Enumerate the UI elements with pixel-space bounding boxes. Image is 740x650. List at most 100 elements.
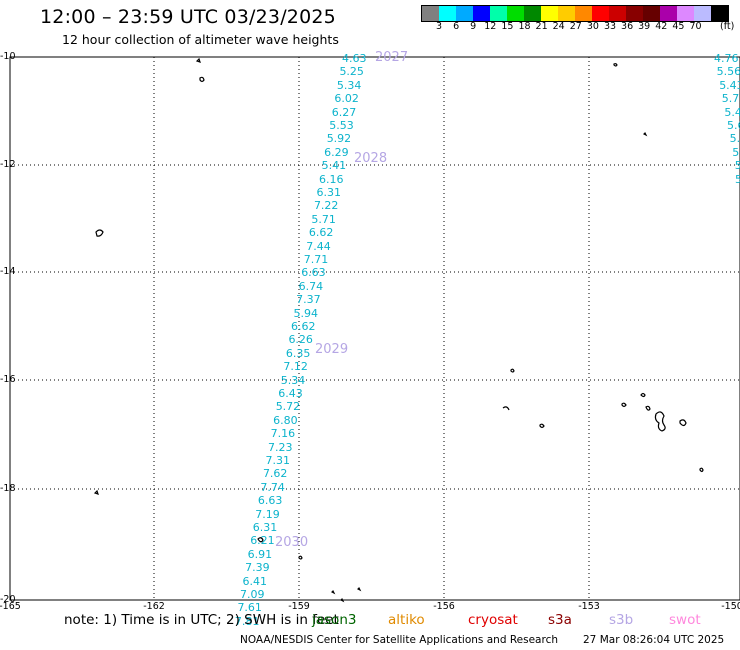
legend-swatch <box>541 6 558 21</box>
swh-value: 4.76 <box>714 52 739 65</box>
cycle-label: 2027 <box>375 50 409 65</box>
swh-value: 5.34 <box>336 78 362 92</box>
swh-value: 5.25 <box>339 65 364 79</box>
satellite-cryosat: cryosat <box>468 612 518 628</box>
island-outlines <box>93 57 704 603</box>
swh-value: 7.19 <box>255 507 280 521</box>
legend-swatch <box>592 6 609 21</box>
swh-value: 5.4 <box>724 105 740 119</box>
legend-label: 36 <box>621 21 634 32</box>
swh-value: 5.34 <box>280 373 306 387</box>
longitude-label: -150 <box>721 601 740 612</box>
cycle-label: 2029 <box>315 342 349 357</box>
swh-value: 5 <box>734 159 740 173</box>
latitude-label: -16 <box>0 374 16 385</box>
plot-frame <box>9 56 740 601</box>
legend-label: 27 <box>569 21 582 32</box>
swh-value: 7.23 <box>268 440 293 454</box>
island-outline <box>613 63 618 67</box>
legend-swatch <box>490 6 507 21</box>
legend-label: 9 <box>470 21 477 32</box>
credit-line: NOAA/NESDIS Center for Satellite Applica… <box>240 634 558 646</box>
swh-value: 6.29 <box>324 145 349 159</box>
legend-label: 15 <box>501 21 514 32</box>
swh-value: 6.31 <box>316 186 342 199</box>
legend-swatch <box>558 6 575 21</box>
legend-label: 70 <box>689 21 702 32</box>
island-outline <box>195 57 201 63</box>
satellite-altiko: altiko <box>388 612 425 628</box>
legend-swatch <box>609 6 626 21</box>
swh-value: 7.74 <box>260 480 285 494</box>
swh-value: 6.31 <box>252 521 278 534</box>
island-outline <box>654 411 666 432</box>
island-outline <box>330 589 336 595</box>
swh-value: 7.39 <box>245 561 270 575</box>
island-outline <box>298 555 303 560</box>
island-outline <box>679 419 687 427</box>
longitude-label: -159 <box>288 601 310 612</box>
legend-swatch <box>626 6 643 21</box>
swh-value: 6.74 <box>298 279 324 293</box>
swh-value: 6.26 <box>288 333 313 347</box>
swh-value: 4.63 <box>342 52 367 65</box>
page-subtitle: 12 hour collection of altimeter wave hei… <box>62 32 339 47</box>
latitude-label: -12 <box>0 159 16 170</box>
island-outline <box>257 537 264 543</box>
swh-value: 7.31 <box>265 454 291 467</box>
generation-timestamp: 27 Mar 08:26:04 UTC 2025 <box>583 634 725 646</box>
swh-value: 6.35 <box>285 346 311 360</box>
swh-value: 5.94 <box>293 306 319 320</box>
swh-value: 5.43 <box>719 78 740 92</box>
swh-value: 5. <box>729 132 740 146</box>
legend-label: 33 <box>603 21 617 32</box>
swh-value: 7.37 <box>296 293 321 307</box>
swh-value: 5.7 <box>721 92 740 106</box>
color-legend <box>421 5 729 22</box>
swh-value: 6.80 <box>273 413 298 427</box>
satellite-swot: swot <box>669 612 701 628</box>
footer-note: note: 1) Time is in UTC; 2) SWH is in fe… <box>64 612 339 628</box>
island-outline <box>621 402 627 408</box>
legend-label: 21 <box>535 21 548 32</box>
satellite-s3b: s3b <box>609 612 634 628</box>
satellite-s3a: s3a <box>548 612 572 628</box>
legend-label: 24 <box>552 21 565 32</box>
longitude-label: -165 <box>0 601 21 612</box>
cycle-label: 2028 <box>354 151 388 166</box>
longitude-label: -162 <box>143 601 165 612</box>
legend-unit: (ft) <box>720 21 735 32</box>
swh-value: 6.43 <box>278 387 303 400</box>
swh-value: 6.27 <box>331 105 357 119</box>
latitude-label: -10 <box>0 51 16 62</box>
legend-label: 18 <box>518 21 531 32</box>
island-outline <box>93 489 99 495</box>
swh-value: 7.61 <box>237 601 262 615</box>
legend-swatch <box>660 6 677 21</box>
island-outline <box>645 405 651 411</box>
cycle-label: 2030 <box>275 535 309 550</box>
swh-value: 7.22 <box>313 199 339 213</box>
longitude-label: -156 <box>433 601 455 612</box>
legend-swatch <box>677 6 694 21</box>
grid-lines <box>10 57 740 600</box>
swh-value: 7.44 <box>306 239 331 253</box>
legend-label: 45 <box>672 21 685 32</box>
legend-swatch <box>422 6 439 21</box>
swh-value: 6.16 <box>319 172 344 186</box>
swh-value: 5.53 <box>329 119 354 132</box>
island-outline <box>356 586 362 592</box>
swh-value: 6.02 <box>334 92 359 106</box>
legend-label: 12 <box>484 21 497 32</box>
latitude-label: -20 <box>0 594 16 605</box>
legend-label: 42 <box>655 21 668 32</box>
swh-value: 5.56 <box>716 65 740 79</box>
latitude-label: -14 <box>0 266 16 277</box>
legend-swatch <box>507 6 524 21</box>
swh-value: 6.91 <box>247 547 273 561</box>
island-outline <box>539 423 545 429</box>
swh-value: 5.72 <box>275 400 301 414</box>
legend-swatch <box>711 6 728 21</box>
island-outline <box>502 406 510 411</box>
